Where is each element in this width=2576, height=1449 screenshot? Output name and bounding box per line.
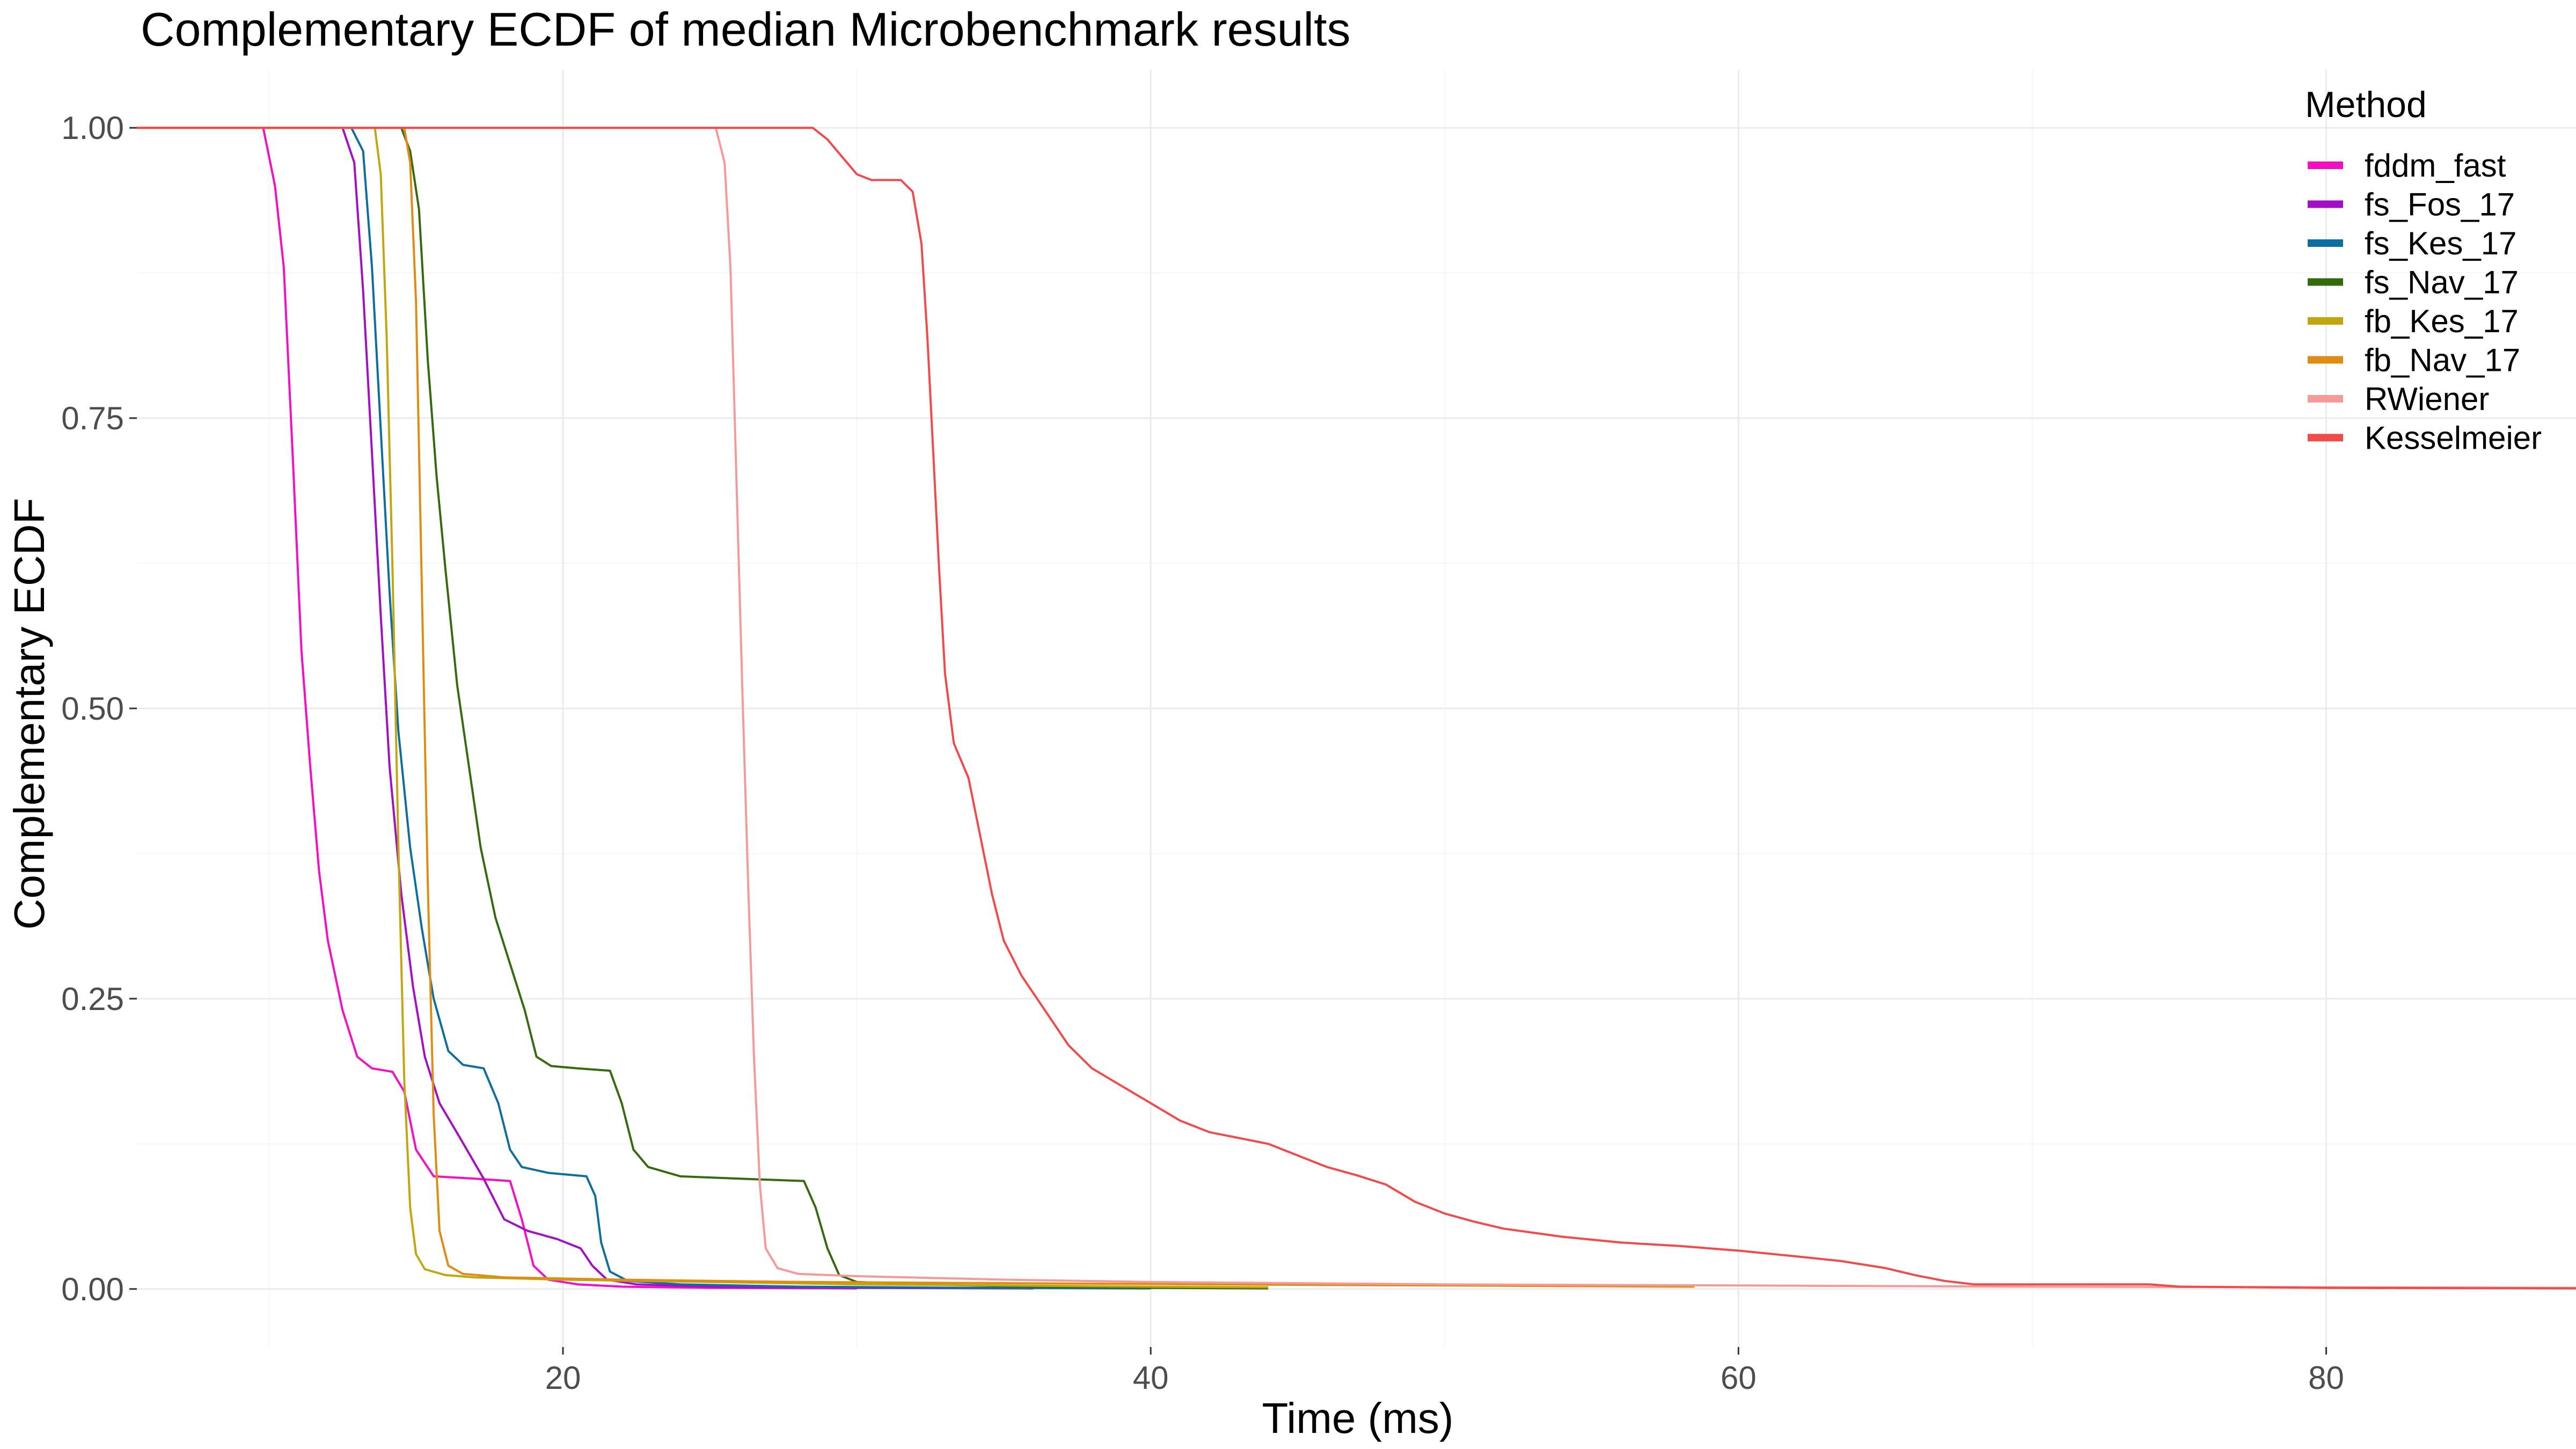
- legend-label-fddm-fast: fddm_fast: [2365, 148, 2506, 184]
- y-tick-label: 1.00: [61, 110, 124, 146]
- legend-label-fs-kes-17: fs_Kes_17: [2365, 225, 2517, 261]
- y-tick-label: 0.25: [61, 981, 124, 1017]
- series-line-fb-kes-17: [137, 127, 1269, 1289]
- x-tick-label: 40: [1133, 1360, 1169, 1396]
- series-line-kesselmeier: [137, 127, 2576, 1290]
- series-lines: [137, 127, 2576, 1290]
- x-tick-label: 80: [2308, 1360, 2344, 1396]
- y-axis-ticks: 0.00 0.25 0.50 0.75 1.00: [61, 110, 137, 1307]
- legend-title: Method: [2305, 84, 2427, 125]
- y-tick-label: 0.75: [61, 400, 124, 436]
- series-line-rwiener: [137, 127, 2576, 1289]
- chart-title: Complementary ECDF of median Microbenchm…: [141, 3, 1351, 56]
- legend-label-kesselmeier: Kesselmeier: [2365, 420, 2542, 456]
- y-tick-label: 0.50: [61, 691, 124, 727]
- y-tick-label: 0.00: [61, 1271, 124, 1307]
- legend-label-fb-nav-17: fb_Nav_17: [2365, 342, 2520, 378]
- x-axis-ticks: 20 40 60 80: [545, 1347, 2344, 1396]
- legend-label-fs-fos-17: fs_Fos_17: [2365, 187, 2515, 223]
- series-line-fb-nav-17: [137, 127, 1695, 1288]
- x-tick-label: 20: [545, 1360, 581, 1396]
- y-axis-title: Complementary ECDF: [5, 498, 53, 930]
- x-axis-title: Time (ms): [1262, 1394, 1454, 1442]
- x-tick-label: 60: [1721, 1360, 1757, 1396]
- legend-label-fb-kes-17: fb_Kes_17: [2365, 303, 2519, 339]
- legend-label-rwiener: RWiener: [2365, 381, 2489, 417]
- grid: [137, 70, 2576, 1347]
- legend-label-fs-nav-17: fs_Nav_17: [2365, 265, 2519, 301]
